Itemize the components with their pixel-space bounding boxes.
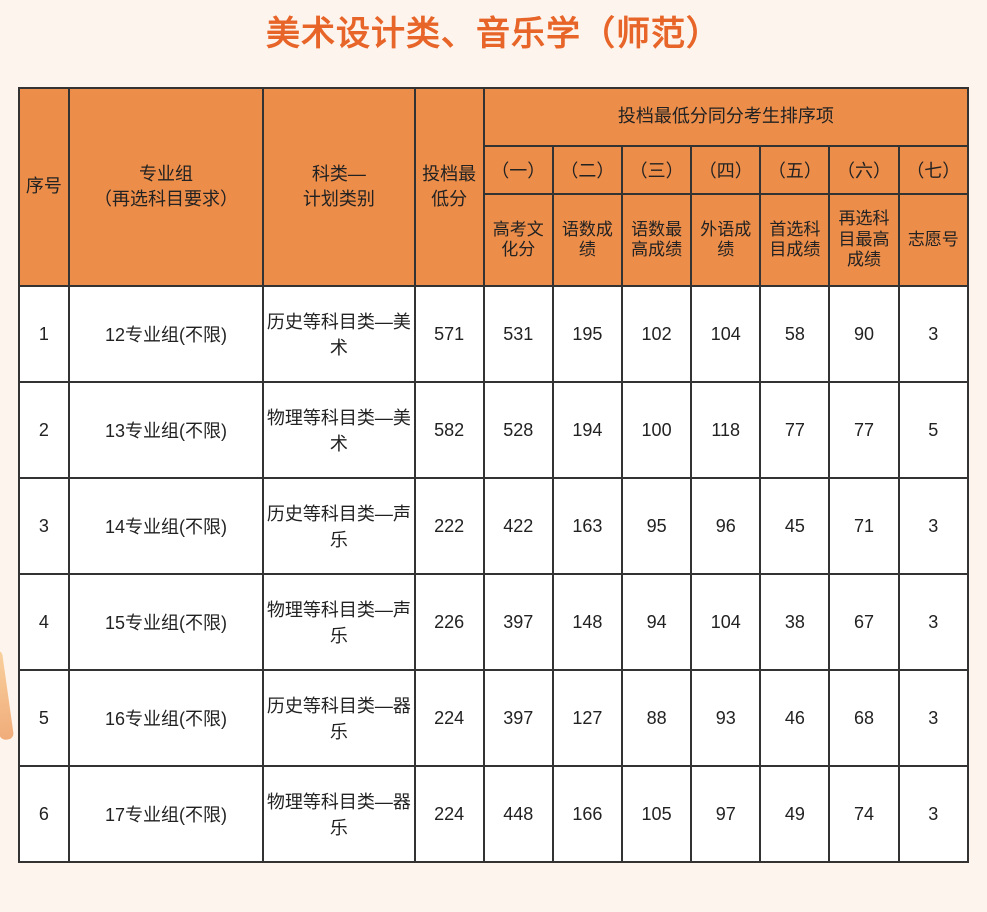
cell-rank-3: 100 — [622, 382, 691, 478]
cell-seq: 1 — [19, 286, 69, 382]
cell-rank-7: 5 — [899, 382, 968, 478]
cell-group: 14专业组(不限) — [69, 478, 264, 574]
cell-rank-5: 77 — [760, 382, 829, 478]
cell-rank-3: 105 — [622, 766, 691, 862]
cell-minscore: 224 — [415, 766, 484, 862]
cell-rank-2: 195 — [553, 286, 622, 382]
col-seq-header: 序号 — [19, 88, 69, 286]
cell-group: 17专业组(不限) — [69, 766, 264, 862]
cell-seq: 3 — [19, 478, 69, 574]
cell-rank-5: 45 — [760, 478, 829, 574]
cell-rank-5: 49 — [760, 766, 829, 862]
rank-num-3: （三） — [622, 146, 691, 194]
cell-rank-4: 104 — [691, 574, 760, 670]
cell-rank-1: 528 — [484, 382, 553, 478]
cell-rank-6: 67 — [829, 574, 898, 670]
cell-rank-7: 3 — [899, 670, 968, 766]
rank-sub-3: 语数最高成绩 — [622, 194, 691, 286]
cell-rank-3: 88 — [622, 670, 691, 766]
cell-rank-1: 531 — [484, 286, 553, 382]
cell-category: 历史等科目类—声乐 — [263, 478, 414, 574]
cell-seq: 6 — [19, 766, 69, 862]
cell-rank-7: 3 — [899, 286, 968, 382]
cell-rank-1: 397 — [484, 670, 553, 766]
table-row: 314专业组(不限)历史等科目类—声乐222422163959645713 — [19, 478, 968, 574]
cell-rank-6: 90 — [829, 286, 898, 382]
table-row: 516专业组(不限)历史等科目类—器乐224397127889346683 — [19, 670, 968, 766]
cell-rank-2: 163 — [553, 478, 622, 574]
cell-rank-2: 127 — [553, 670, 622, 766]
cell-rank-4: 104 — [691, 286, 760, 382]
cell-rank-1: 397 — [484, 574, 553, 670]
cell-rank-2: 194 — [553, 382, 622, 478]
cell-rank-2: 166 — [553, 766, 622, 862]
cell-group: 16专业组(不限) — [69, 670, 264, 766]
cell-group: 12专业组(不限) — [69, 286, 264, 382]
cell-rank-6: 74 — [829, 766, 898, 862]
rank-sub-2: 语数成绩 — [553, 194, 622, 286]
table-row: 213专业组(不限)物理等科目类—美术58252819410011877775 — [19, 382, 968, 478]
table-row: 415专业组(不限)物理等科目类—声乐2263971489410438673 — [19, 574, 968, 670]
cell-minscore: 222 — [415, 478, 484, 574]
cell-rank-4: 97 — [691, 766, 760, 862]
rank-num-1: （一） — [484, 146, 553, 194]
cell-seq: 5 — [19, 670, 69, 766]
rank-num-7: （七） — [899, 146, 968, 194]
cell-rank-6: 77 — [829, 382, 898, 478]
rank-num-4: （四） — [691, 146, 760, 194]
cell-rank-4: 93 — [691, 670, 760, 766]
cell-minscore: 226 — [415, 574, 484, 670]
rank-sub-7: 志愿号 — [899, 194, 968, 286]
cell-rank-5: 58 — [760, 286, 829, 382]
col-category-header: 科类—计划类别 — [263, 88, 414, 286]
decorative-accent — [0, 649, 14, 740]
rank-num-2: （二） — [553, 146, 622, 194]
ranking-title-header: 投档最低分同分考生排序项 — [484, 88, 968, 146]
cell-category: 物理等科目类—器乐 — [263, 766, 414, 862]
cell-group: 15专业组(不限) — [69, 574, 264, 670]
rank-sub-5: 首选科目成绩 — [760, 194, 829, 286]
rank-sub-1: 高考文化分 — [484, 194, 553, 286]
rank-sub-6: 再选科目最高成绩 — [829, 194, 898, 286]
cell-rank-6: 71 — [829, 478, 898, 574]
cell-category: 物理等科目类—美术 — [263, 382, 414, 478]
cell-category: 历史等科目类—器乐 — [263, 670, 414, 766]
table-header: 序号 专业组（再选科目要求） 科类—计划类别 投档最低分 投档最低分同分考生排序… — [19, 88, 968, 286]
cell-rank-7: 3 — [899, 766, 968, 862]
cell-rank-7: 3 — [899, 478, 968, 574]
page: 美术设计类、音乐学（师范） 序号 专业组（再选科目要求） 科类—计划类别 投档最… — [0, 0, 987, 863]
col-minscore-header: 投档最低分 — [415, 88, 484, 286]
cell-rank-4: 118 — [691, 382, 760, 478]
cell-seq: 2 — [19, 382, 69, 478]
table-body: 112专业组(不限)历史等科目类—美术571531195102104589032… — [19, 286, 968, 862]
cell-category: 历史等科目类—美术 — [263, 286, 414, 382]
cell-rank-5: 46 — [760, 670, 829, 766]
score-table: 序号 专业组（再选科目要求） 科类—计划类别 投档最低分 投档最低分同分考生排序… — [18, 87, 969, 863]
cell-rank-3: 94 — [622, 574, 691, 670]
cell-minscore: 571 — [415, 286, 484, 382]
cell-rank-2: 148 — [553, 574, 622, 670]
table-row: 112专业组(不限)历史等科目类—美术57153119510210458903 — [19, 286, 968, 382]
cell-seq: 4 — [19, 574, 69, 670]
cell-category: 物理等科目类—声乐 — [263, 574, 414, 670]
rank-num-6: （六） — [829, 146, 898, 194]
cell-minscore: 224 — [415, 670, 484, 766]
cell-rank-1: 448 — [484, 766, 553, 862]
cell-rank-3: 102 — [622, 286, 691, 382]
page-title: 美术设计类、音乐学（师范） — [18, 0, 969, 87]
cell-rank-3: 95 — [622, 478, 691, 574]
cell-rank-5: 38 — [760, 574, 829, 670]
cell-rank-7: 3 — [899, 574, 968, 670]
cell-group: 13专业组(不限) — [69, 382, 264, 478]
rank-sub-4: 外语成绩 — [691, 194, 760, 286]
cell-rank-6: 68 — [829, 670, 898, 766]
table-row: 617专业组(不限)物理等科目类—器乐2244481661059749743 — [19, 766, 968, 862]
cell-rank-4: 96 — [691, 478, 760, 574]
cell-minscore: 582 — [415, 382, 484, 478]
rank-num-5: （五） — [760, 146, 829, 194]
cell-rank-1: 422 — [484, 478, 553, 574]
col-group-header: 专业组（再选科目要求） — [69, 88, 264, 286]
